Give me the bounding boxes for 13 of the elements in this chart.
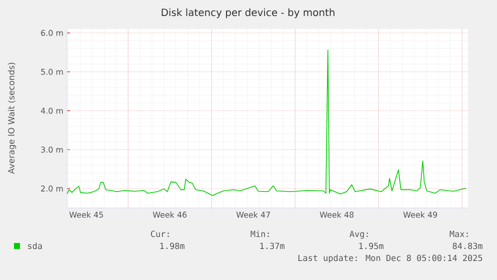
chart-title: Disk latency per device - by month xyxy=(162,8,334,18)
line-series xyxy=(67,50,466,196)
y-axis-title: Average IO Wait (seconds) xyxy=(8,62,16,174)
text: Avg: xyxy=(350,230,368,239)
text: Min: xyxy=(250,230,269,237)
text: Cur: xyxy=(150,230,169,238)
legend-label: sda xyxy=(28,242,42,250)
text: 1.98m xyxy=(160,242,184,250)
text: 1.37m xyxy=(260,242,284,250)
text: 1.95m xyxy=(359,242,384,250)
text: Max: xyxy=(450,230,468,238)
text: 84.83m xyxy=(452,242,482,250)
text: Last update: Mon Dec 8 05:00:14 2025 xyxy=(298,254,482,263)
